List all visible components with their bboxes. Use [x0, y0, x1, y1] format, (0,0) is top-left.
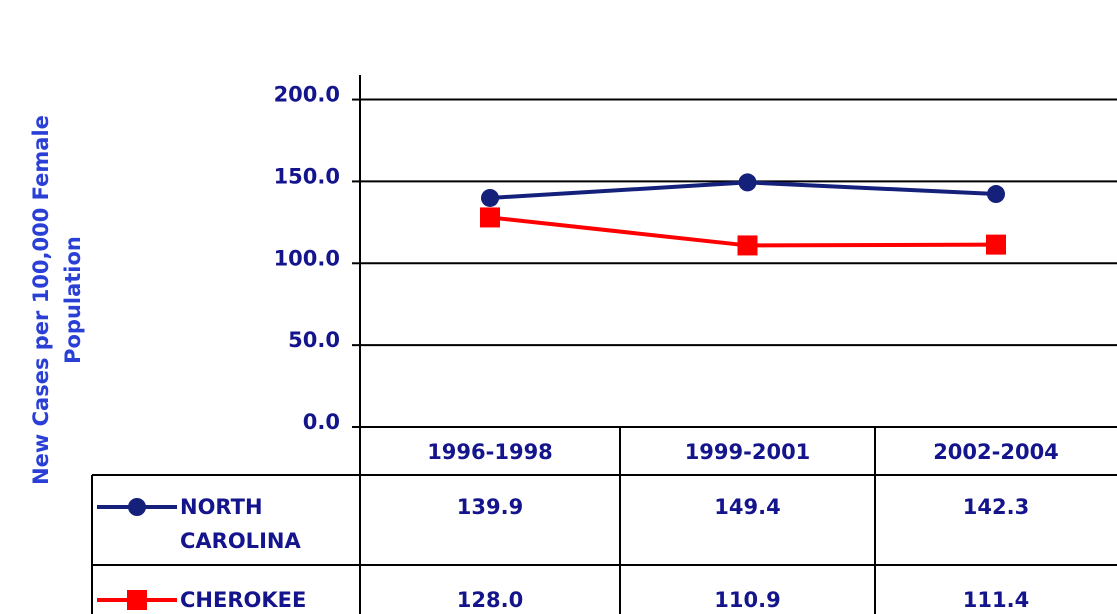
marker: [481, 188, 499, 207]
x-tick-label: 2002-2004: [933, 440, 1059, 464]
y-tick-label: 50.0: [288, 328, 340, 352]
legend-marker: [128, 498, 146, 516]
table-value: 139.9: [456, 495, 524, 519]
y-tick-label: 0.0: [303, 410, 340, 434]
marker: [480, 207, 500, 228]
marker: [986, 234, 1006, 255]
marker: [737, 235, 758, 256]
table-value: 128.0: [456, 588, 524, 612]
table-value: 142.3: [962, 495, 1030, 519]
x-tick-label: 1999-2001: [685, 440, 811, 464]
y-axis-label: New Cases per 100,000 Female Population: [29, 115, 85, 485]
legend-label: NORTH CAROLINA: [180, 495, 301, 553]
legend-label: CHEROKEE: [180, 588, 307, 612]
y-tick-label: 200.0: [274, 83, 340, 107]
y-tick-label: 150.0: [274, 164, 340, 188]
x-tick-label: 1996-1998: [427, 440, 553, 464]
marker: [738, 173, 757, 192]
y-tick-label: 100.0: [274, 246, 340, 270]
table-value: 110.9: [714, 588, 781, 612]
table-value: 111.4: [962, 588, 1030, 612]
legend-marker: [127, 590, 147, 610]
table-value: 149.4: [714, 495, 781, 519]
marker: [987, 185, 1005, 204]
